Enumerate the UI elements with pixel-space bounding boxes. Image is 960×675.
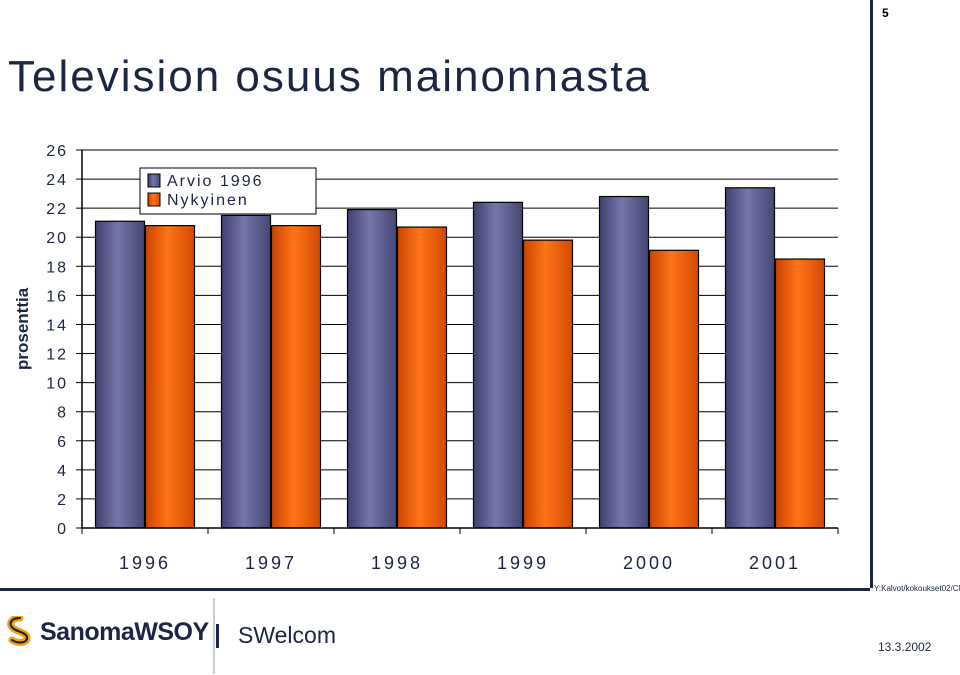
x-tick-label: 1997 [245, 553, 297, 573]
y-tick-label: 16 [46, 288, 68, 305]
bar-arvio-1996-1999 [472, 201, 524, 529]
bar-nykyinen-1996 [144, 225, 196, 529]
legend-swatch [147, 173, 161, 188]
sanoma-logo-icon [7, 616, 31, 646]
y-tick-label: 24 [46, 172, 68, 189]
y-tick-label: 18 [46, 259, 68, 276]
bar-arvio-1996-1996 [94, 220, 146, 529]
bar-arvio-1996-1997 [220, 214, 272, 529]
sanoma-logo: SanomaWSOY [6, 613, 209, 659]
x-tick-labels: 1996 1997 1998 1999 2000 2001 [119, 553, 801, 573]
x-tick-label: 2001 [749, 553, 801, 573]
legend-label: Arvio 1996 [167, 173, 264, 190]
x-tick-label: 1998 [371, 553, 423, 573]
logo-text: SanomaWSOY [40, 618, 209, 646]
bar-nykyinen-1997 [270, 225, 322, 529]
bar-nykyinen-1999 [522, 239, 574, 529]
page-title: Television osuus mainonnasta [8, 52, 652, 101]
page-number: 5 [882, 6, 889, 20]
x-tick-label: 1996 [119, 553, 171, 573]
y-tick-label: 26 [46, 143, 68, 160]
y-tick-label: 14 [46, 317, 68, 334]
bars [94, 187, 826, 529]
legend-box [139, 167, 317, 215]
y-tick-label: 12 [46, 347, 68, 364]
horizontal-rule [0, 588, 870, 591]
y-tick-label: 2 [57, 492, 68, 509]
bar-nykyinen-1998 [396, 226, 448, 529]
bar-arvio-1996-2000 [598, 195, 650, 529]
y-tick-label: 0 [57, 521, 68, 538]
footer-date: 13.3.2002 [878, 640, 932, 654]
legend: Arvio 1996 Nykyinen [139, 167, 317, 215]
vertical-rule [870, 0, 873, 588]
brand-name: SWelcom [238, 622, 336, 648]
brand-separator [216, 624, 219, 648]
bar-nykyinen-2001 [774, 258, 826, 529]
bar-arvio-1996-2001 [724, 187, 776, 529]
x-tick-label: 1999 [497, 553, 549, 573]
y-tick-label: 22 [46, 201, 68, 218]
bar-arvio-1996-1998 [346, 209, 398, 529]
footer-divider [213, 598, 215, 674]
legend-label: Nykyinen [167, 192, 249, 209]
y-tick-label: 4 [57, 463, 68, 480]
x-tick-label: 2000 [623, 553, 675, 573]
y-tick-label: 8 [57, 405, 68, 422]
legend-swatch [147, 192, 161, 207]
y-tick-label: 6 [57, 434, 68, 451]
y-tick-label: 10 [46, 376, 68, 393]
grid-lines [76, 149, 839, 534]
bar-nykyinen-2000 [648, 249, 700, 529]
y-tick-label: 20 [46, 230, 68, 247]
file-path: Y:Kalvot/kokoukset02/CMD [874, 584, 960, 593]
axes [81, 150, 838, 529]
